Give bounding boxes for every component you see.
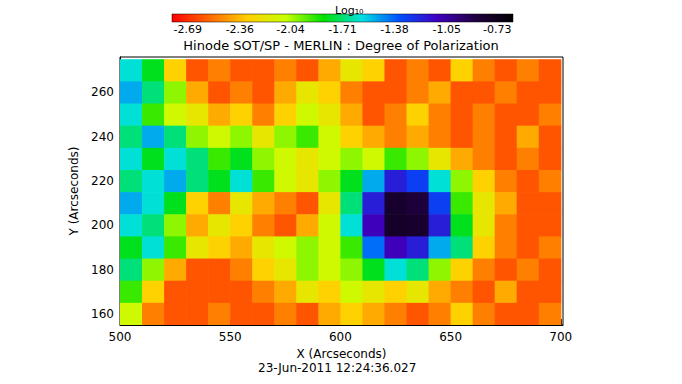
svg-text:-2.04: -2.04 bbox=[276, 23, 304, 36]
svg-text:200: 200 bbox=[91, 218, 114, 232]
svg-text:-1.71: -1.71 bbox=[328, 23, 356, 36]
svg-text:-2.69: -2.69 bbox=[174, 23, 202, 36]
svg-text:-1.38: -1.38 bbox=[380, 23, 408, 36]
svg-text:Log₁₀: Log₁₀ bbox=[335, 4, 364, 17]
svg-text:-2.36: -2.36 bbox=[226, 23, 254, 36]
svg-text:500: 500 bbox=[109, 330, 132, 344]
svg-text:-1.05: -1.05 bbox=[432, 23, 460, 36]
svg-text:Hinode SOT/SP - MERLIN : Degre: Hinode SOT/SP - MERLIN : Degree of Polar… bbox=[183, 38, 498, 53]
svg-text:180: 180 bbox=[91, 263, 114, 277]
svg-text:23-Jun-2011 12:24:36.027: 23-Jun-2011 12:24:36.027 bbox=[258, 361, 416, 375]
svg-text:220: 220 bbox=[91, 174, 114, 188]
svg-text:550: 550 bbox=[219, 330, 242, 344]
svg-text:-0.73: -0.73 bbox=[483, 23, 511, 36]
svg-text:650: 650 bbox=[439, 330, 462, 344]
svg-text:600: 600 bbox=[329, 330, 352, 344]
svg-text:X (Arcseconds): X (Arcseconds) bbox=[297, 347, 387, 361]
svg-text:260: 260 bbox=[91, 85, 114, 99]
svg-text:240: 240 bbox=[91, 130, 114, 144]
svg-text:Y (Arcseconds): Y (Arcseconds) bbox=[67, 146, 81, 236]
svg-text:700: 700 bbox=[549, 330, 572, 344]
svg-text:160: 160 bbox=[91, 307, 114, 321]
